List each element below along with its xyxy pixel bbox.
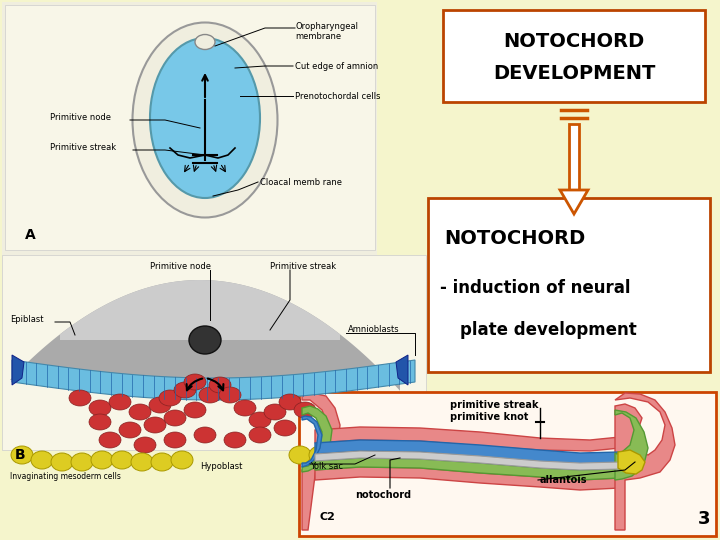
Polygon shape [315, 467, 620, 490]
Text: allantois: allantois [540, 475, 588, 485]
Text: Cloacal memb rane: Cloacal memb rane [260, 178, 342, 187]
Ellipse shape [195, 35, 215, 50]
FancyBboxPatch shape [2, 255, 426, 450]
Polygon shape [315, 427, 620, 451]
Ellipse shape [174, 382, 196, 398]
Ellipse shape [89, 400, 111, 416]
Text: - induction of neural: - induction of neural [440, 279, 631, 297]
Ellipse shape [171, 451, 193, 469]
Polygon shape [615, 410, 648, 480]
Polygon shape [560, 190, 588, 214]
Ellipse shape [151, 453, 173, 471]
Ellipse shape [274, 420, 296, 436]
Text: notochord: notochord [355, 490, 411, 500]
Text: Epiblast: Epiblast [10, 315, 43, 325]
Ellipse shape [294, 402, 316, 418]
Ellipse shape [289, 446, 311, 464]
Polygon shape [315, 440, 620, 465]
Polygon shape [569, 124, 579, 190]
Text: Primitive streak: Primitive streak [270, 262, 336, 271]
Text: Yolk sac: Yolk sac [310, 462, 343, 471]
Ellipse shape [249, 427, 271, 443]
FancyBboxPatch shape [2, 2, 377, 392]
Ellipse shape [199, 387, 221, 403]
Ellipse shape [131, 453, 153, 471]
Ellipse shape [224, 432, 246, 448]
Polygon shape [302, 416, 322, 467]
Ellipse shape [209, 377, 231, 393]
Text: Amnioblasts: Amnioblasts [348, 326, 400, 334]
Text: DEVELOPMENT: DEVELOPMENT [492, 64, 655, 83]
Ellipse shape [144, 417, 166, 433]
Ellipse shape [164, 432, 186, 448]
Text: Primitive node: Primitive node [150, 262, 211, 271]
Ellipse shape [279, 394, 301, 410]
FancyBboxPatch shape [428, 198, 710, 372]
Polygon shape [396, 355, 408, 385]
Text: C2: C2 [320, 512, 336, 522]
Text: Invaginating mesoderm cells: Invaginating mesoderm cells [10, 472, 121, 481]
Ellipse shape [99, 432, 121, 448]
FancyBboxPatch shape [443, 10, 705, 102]
Ellipse shape [51, 453, 73, 471]
Ellipse shape [184, 402, 206, 418]
Text: primitive knot: primitive knot [450, 412, 528, 422]
Polygon shape [615, 393, 675, 530]
Polygon shape [12, 355, 24, 385]
Ellipse shape [349, 449, 371, 467]
Ellipse shape [219, 387, 241, 403]
Ellipse shape [111, 451, 133, 469]
Polygon shape [315, 451, 620, 470]
Ellipse shape [109, 394, 131, 410]
Text: NOTOCHORD: NOTOCHORD [503, 31, 644, 51]
Ellipse shape [159, 390, 181, 406]
Text: B: B [15, 448, 26, 462]
Polygon shape [302, 393, 340, 530]
FancyBboxPatch shape [5, 5, 375, 250]
Text: NOTOCHORD: NOTOCHORD [444, 228, 585, 247]
Ellipse shape [89, 414, 111, 430]
Text: Cut edge of amnion: Cut edge of amnion [295, 62, 378, 71]
Ellipse shape [129, 404, 151, 420]
Ellipse shape [249, 412, 271, 428]
Text: A: A [25, 228, 36, 242]
Text: primitive streak: primitive streak [450, 400, 539, 410]
Ellipse shape [234, 400, 256, 416]
Ellipse shape [369, 447, 391, 465]
Ellipse shape [150, 38, 260, 198]
Polygon shape [12, 360, 415, 400]
Text: Prenotochordal cells: Prenotochordal cells [295, 92, 380, 101]
Ellipse shape [164, 410, 186, 426]
Polygon shape [618, 450, 645, 474]
Ellipse shape [329, 448, 351, 466]
Text: Primitive streak: Primitive streak [50, 144, 116, 152]
Ellipse shape [119, 422, 141, 438]
Ellipse shape [71, 453, 93, 471]
Text: membrane: membrane [295, 32, 341, 41]
Ellipse shape [31, 451, 53, 469]
Text: plate development: plate development [460, 321, 636, 339]
Polygon shape [315, 458, 620, 480]
Ellipse shape [149, 397, 171, 413]
Ellipse shape [309, 446, 331, 464]
Ellipse shape [194, 427, 216, 443]
Polygon shape [302, 406, 332, 472]
FancyBboxPatch shape [299, 392, 716, 536]
Text: Primitive node: Primitive node [50, 113, 111, 123]
Ellipse shape [69, 390, 91, 406]
Ellipse shape [134, 437, 156, 453]
Text: Oropharyngeal: Oropharyngeal [295, 22, 358, 31]
Text: Hypoblast: Hypoblast [200, 462, 243, 471]
Ellipse shape [184, 374, 206, 390]
Ellipse shape [11, 446, 33, 464]
Ellipse shape [389, 445, 411, 463]
Ellipse shape [264, 404, 286, 420]
Ellipse shape [91, 451, 113, 469]
Polygon shape [60, 280, 340, 340]
Ellipse shape [132, 23, 277, 218]
Ellipse shape [189, 326, 221, 354]
Text: 3: 3 [698, 510, 710, 528]
Polygon shape [10, 280, 400, 391]
